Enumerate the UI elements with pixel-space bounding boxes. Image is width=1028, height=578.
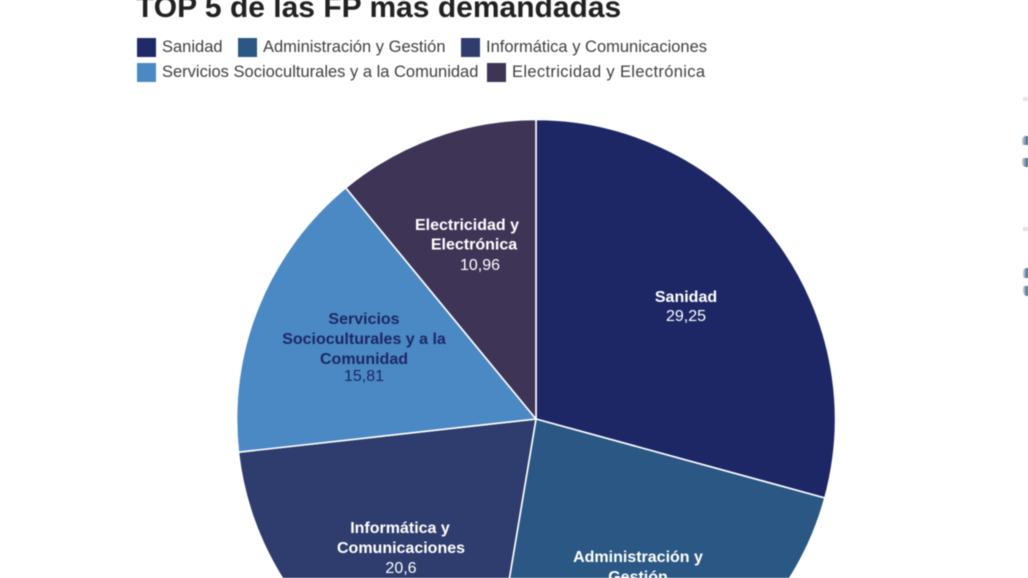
svg-text:20,6: 20,6 [385, 560, 416, 577]
svg-text:Gestión: Gestión [608, 569, 668, 578]
svg-text:Sanidad: Sanidad [655, 289, 717, 306]
svg-text:Administración y: Administración y [573, 549, 703, 566]
svg-text:29,25: 29,25 [666, 308, 706, 325]
svg-text:Electrónica: Electrónica [431, 237, 517, 254]
svg-text:Socioculturales y a la: Socioculturales y a la [282, 331, 446, 348]
svg-text:Comunidad: Comunidad [320, 351, 408, 368]
svg-text:Servicios: Servicios [328, 311, 399, 328]
svg-text:Informática y: Informática y [350, 520, 450, 537]
svg-text:Electricidad y: Electricidad y [415, 217, 519, 234]
svg-text:15,81: 15,81 [344, 368, 384, 385]
svg-text:10,96: 10,96 [460, 257, 500, 274]
svg-text:Comunicaciones: Comunicaciones [337, 540, 465, 557]
